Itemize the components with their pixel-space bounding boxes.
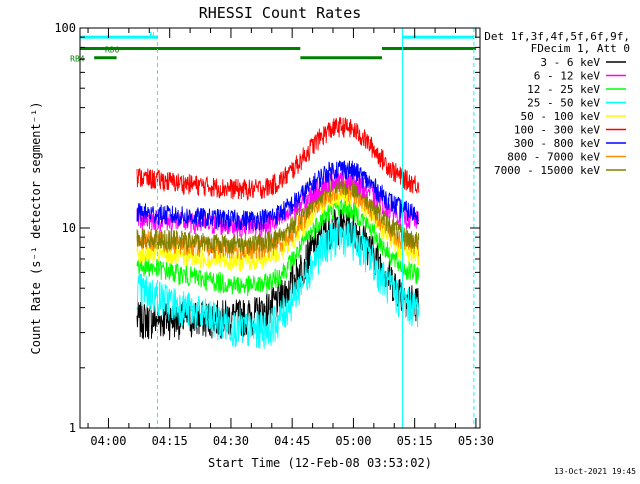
legend-entry-label: 800 - 7000 keV xyxy=(507,151,600,164)
flag-label: RB4 xyxy=(70,55,85,64)
legend-entry-label: 100 - 300 keV xyxy=(514,124,600,137)
x-tick-label: 04:15 xyxy=(152,434,188,448)
series-line-300-800-kev xyxy=(136,160,420,231)
series-line-100-300-kev xyxy=(136,116,420,201)
timestamp: 13-Oct-2021 19:45 xyxy=(554,467,636,476)
legend-entry-label: 300 - 800 keV xyxy=(514,137,600,150)
x-tick-label: 04:45 xyxy=(274,434,310,448)
x-axis-label: Start Time (12-Feb-08 03:53:02) xyxy=(208,456,432,470)
axes-group: 04:00 04:15 04:30 04:45 05:00 05:15 05:30 1 10 10… xyxy=(54,21,494,448)
series-line-12-25-kev xyxy=(136,198,420,297)
legend-entry-label: 3 - 6 keV xyxy=(540,56,600,69)
legend-entry-label: 25 - 50 keV xyxy=(527,97,600,110)
x-tick-label: 05:30 xyxy=(458,434,494,448)
legend: Det 1f,3f,4f,5f,6f,9f, FDecim 1, Att 0 3… xyxy=(484,30,630,177)
legend-header-line-1: Det 1f,3f,4f,5f,6f,9f, xyxy=(484,30,630,43)
flag-label: N xyxy=(149,31,154,40)
x-tick-label: 04:00 xyxy=(90,434,126,448)
legend-entry-label: 7000 - 15000 keV xyxy=(494,164,600,177)
x-tick-label: 04:30 xyxy=(213,434,249,448)
y-tick-label: 10 xyxy=(62,221,76,235)
y-axis-label: Count Rate (s⁻¹ detector segment⁻¹) xyxy=(29,102,43,355)
y-tick-label: 1 xyxy=(69,421,76,435)
series-line-7000-15000-kev xyxy=(136,175,420,255)
data-series-group xyxy=(136,116,420,349)
x-tick-label: 05:00 xyxy=(335,434,371,448)
chart-title: RHESSI Count Rates xyxy=(199,4,362,22)
y-tick-label: 100 xyxy=(54,21,76,35)
legend-entry-label: 6 - 12 keV xyxy=(534,70,601,83)
flag-label: RD0 xyxy=(105,45,120,54)
legend-header-line-2: FDecim 1, Att 0 xyxy=(531,42,630,55)
series-line-6-12-kev xyxy=(136,168,420,238)
x-tick-label: 05:15 xyxy=(397,434,433,448)
legend-entry-label: 50 - 100 keV xyxy=(521,110,601,123)
legend-entry-label: 12 - 25 keV xyxy=(527,83,600,96)
series-line-25-50-kev xyxy=(136,217,420,349)
